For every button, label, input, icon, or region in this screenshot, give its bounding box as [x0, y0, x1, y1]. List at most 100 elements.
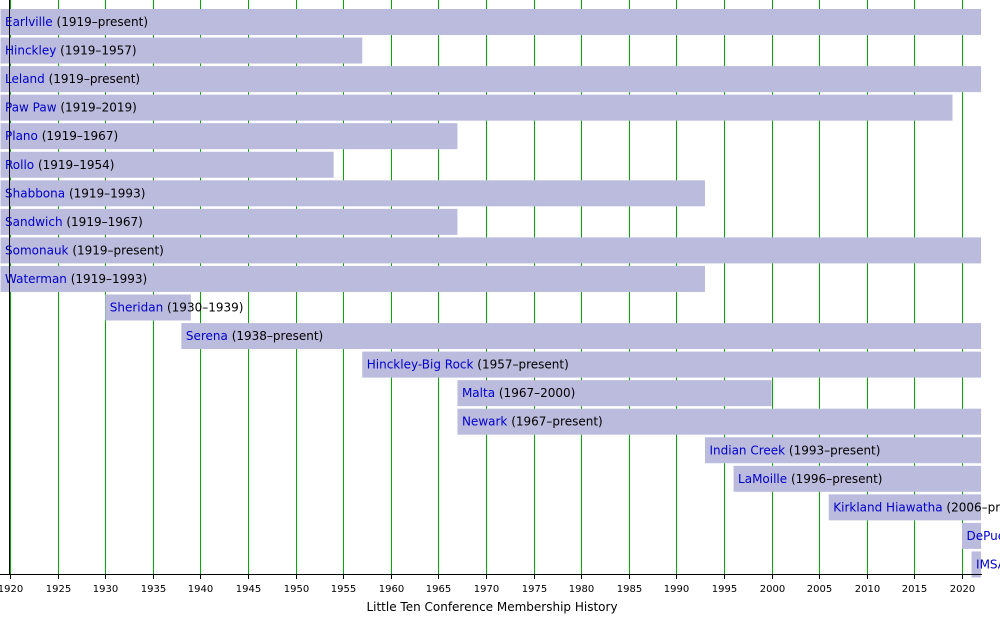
bar-label-paw-paw: Paw Paw (1919–2019) — [5, 101, 137, 115]
bar-malta — [457, 380, 772, 407]
x-tick-label-1980: 1980 — [569, 584, 594, 595]
bar-row-kirkland-hiawatha: Kirkland Hiawatha (2006–present) — [828, 494, 1000, 521]
x-tick-label-1945: 1945 — [236, 584, 261, 595]
member-link-shabbona[interactable]: Shabbona — [5, 186, 65, 200]
member-link-kirkland-hiawatha[interactable]: Kirkland Hiawatha — [833, 500, 942, 514]
member-link-somonauk[interactable]: Somonauk — [5, 243, 69, 257]
member-link-waterman[interactable]: Waterman — [5, 272, 67, 286]
bar-row-plano: Plano (1919–1967) — [0, 123, 458, 150]
bar-hinckley-big-rock — [362, 351, 982, 378]
member-years-kirkland-hiawatha: (2006–present) — [943, 500, 1000, 514]
bar-serena — [181, 323, 982, 350]
bar-earlville — [0, 9, 982, 35]
bar-shabbona — [0, 180, 705, 207]
bar-label-sheridan: Sheridan (1930–1939) — [110, 301, 244, 315]
bar-imsa — [971, 551, 982, 578]
bar-label-waterman: Waterman (1919–1993) — [5, 272, 147, 286]
member-link-plano[interactable]: Plano — [5, 129, 38, 143]
bar-label-kirkland-hiawatha: Kirkland Hiawatha (2006–present) — [833, 500, 1000, 514]
bar-row-malta: Malta (1967–2000) — [457, 380, 772, 407]
member-link-malta[interactable]: Malta — [462, 386, 495, 400]
bar-label-earlville: Earlville (1919–present) — [5, 15, 148, 29]
member-bars: Earlville (1919–present) Hinckley (1919–1… — [0, 9, 1000, 578]
bar-hinckley — [0, 37, 363, 64]
member-years-leland: (1919–present) — [45, 72, 140, 86]
bar-label-shabbona: Shabbona (1919–1993) — [5, 186, 145, 200]
member-years-somonauk: (1919–present) — [69, 243, 164, 257]
member-link-indian-creek[interactable]: Indian Creek — [709, 443, 785, 457]
bar-label-rollo: Rollo (1919–1954) — [5, 158, 114, 172]
member-link-lamoille[interactable]: LaMoille — [738, 472, 787, 486]
bar-paw-paw — [0, 94, 953, 121]
member-link-paw-paw[interactable]: Paw Paw — [5, 101, 57, 115]
bar-label-depue: DePue (2020–present) — [967, 529, 1000, 543]
bar-kirkland-hiawatha — [828, 494, 982, 521]
member-link-newark[interactable]: Newark — [462, 415, 507, 429]
member-years-paw-paw: (1919–2019) — [57, 101, 137, 115]
bar-row-leland: Leland (1919–present) — [0, 66, 982, 93]
bar-leland — [0, 66, 982, 93]
member-years-waterman: (1919–1993) — [67, 272, 147, 286]
x-axis: 1920 1925 1930 1935 1940 1945 1950 1955 1960 1965… — [0, 0, 982, 595]
bar-row-earlville: Earlville (1919–present) — [0, 9, 982, 35]
bar-indian-creek — [704, 437, 982, 464]
x-tick-label-2010: 2010 — [855, 584, 880, 595]
x-tick-label-1985: 1985 — [617, 584, 642, 595]
member-years-plano: (1919–1967) — [38, 129, 118, 143]
bar-row-somonauk: Somonauk (1919–present) — [0, 237, 982, 264]
x-tick-label-1940: 1940 — [188, 584, 213, 595]
bar-label-somonauk: Somonauk (1919–present) — [5, 243, 164, 257]
member-years-shabbona: (1919–1993) — [65, 186, 145, 200]
member-years-hinckley-big-rock: (1957–present) — [473, 358, 568, 372]
chart-title: Little Ten Conference Membership History — [366, 600, 617, 614]
member-link-serena[interactable]: Serena — [186, 329, 228, 343]
x-tick-label-1935: 1935 — [141, 584, 166, 595]
member-link-sheridan[interactable]: Sheridan — [110, 301, 163, 315]
bar-label-leland: Leland (1919–present) — [5, 72, 140, 86]
bar-rollo — [0, 151, 334, 178]
x-tick-label-1950: 1950 — [284, 584, 309, 595]
x-tick-label-2020: 2020 — [950, 584, 975, 595]
bar-label-malta: Malta (1967–2000) — [462, 386, 575, 400]
member-link-rollo[interactable]: Rollo — [5, 158, 34, 172]
x-tick-label-1970: 1970 — [474, 584, 499, 595]
x-tick-label-2015: 2015 — [902, 584, 927, 595]
bar-plano — [0, 123, 458, 150]
member-link-leland[interactable]: Leland — [5, 72, 45, 86]
bar-sandwich — [0, 208, 458, 235]
x-tick-label-1965: 1965 — [426, 584, 451, 595]
bar-row-newark: Newark (1967–present) — [457, 408, 982, 435]
bar-row-depue: DePue (2020–present) — [962, 522, 1000, 549]
x-tick-label-1960: 1960 — [379, 584, 404, 595]
x-tick-label-1995: 1995 — [712, 584, 737, 595]
bar-row-sheridan: Sheridan (1930–1939) — [105, 294, 244, 321]
x-tick-label-1990: 1990 — [664, 584, 689, 595]
bar-row-paw-paw: Paw Paw (1919–2019) — [0, 94, 953, 121]
bar-label-hinckley-big-rock: Hinckley-Big Rock (1957–present) — [367, 358, 569, 372]
bar-somonauk — [0, 237, 982, 264]
member-link-depue[interactable]: DePue — [967, 529, 1000, 543]
member-link-imsa[interactable]: IMSA — [976, 557, 1000, 571]
member-link-hinckley-big-rock[interactable]: Hinckley-Big Rock — [367, 358, 474, 372]
member-years-rollo: (1919–1954) — [34, 158, 114, 172]
bar-row-indian-creek: Indian Creek (1993–present) — [704, 437, 982, 464]
x-tick-label-1920: 1920 — [0, 584, 23, 595]
member-link-hinckley[interactable]: Hinckley — [5, 44, 56, 58]
member-years-lamoille: (1996–present) — [787, 472, 882, 486]
x-tick-label-1975: 1975 — [522, 584, 547, 595]
member-years-hinckley: (1919–1957) — [56, 44, 136, 58]
bar-lamoille — [733, 465, 982, 492]
bar-row-hinckley-big-rock: Hinckley-Big Rock (1957–present) — [362, 351, 982, 378]
member-link-earlville[interactable]: Earlville — [5, 15, 53, 29]
member-link-sandwich[interactable]: Sandwich — [5, 215, 63, 229]
x-tick-label-1930: 1930 — [93, 584, 118, 595]
bar-label-hinckley: Hinckley (1919–1957) — [5, 44, 137, 58]
bar-row-hinckley: Hinckley (1919–1957) — [0, 37, 363, 64]
bar-label-lamoille: LaMoille (1996–present) — [738, 472, 882, 486]
x-tick-label-2005: 2005 — [807, 584, 832, 595]
bar-label-serena: Serena (1938–present) — [186, 329, 323, 343]
x-tick-label-1955: 1955 — [331, 584, 356, 595]
bar-sheridan — [105, 294, 191, 321]
bar-row-shabbona: Shabbona (1919–1993) — [0, 180, 705, 207]
